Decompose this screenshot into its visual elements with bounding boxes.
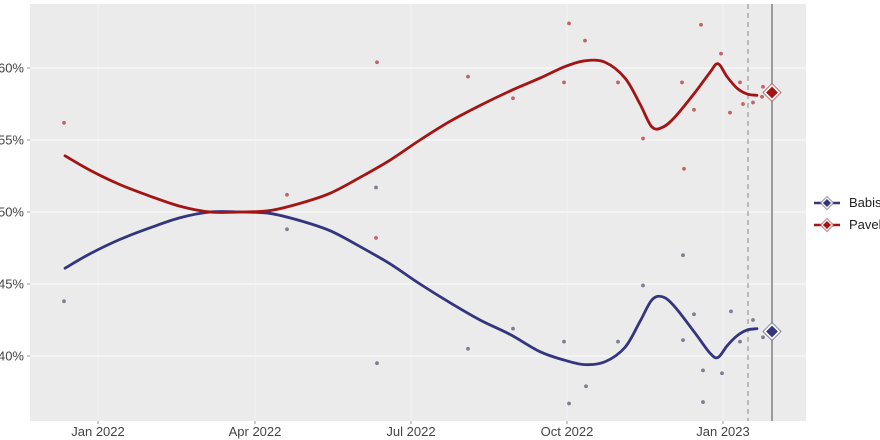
pavel-scatter-point [738,80,742,85]
pavel-scatter-point [760,94,764,99]
pavel-trend-line [63,58,759,214]
pavel-scatter-point [616,80,620,85]
pavel-scatter-point [285,192,289,197]
babis-scatter-point [692,312,696,317]
pavel-scatter-point [692,107,696,112]
pavel-scatter-point [374,236,378,240]
babis-scatter-point [761,335,765,340]
y-tick-label: 45% [0,277,24,292]
y-tick-label: 55% [0,133,24,148]
babis-scatter-point [567,401,571,406]
babis-scatter-point [375,361,379,366]
pavel-scatter-point [719,51,723,56]
x-tick-label: Jan 2023 [696,424,750,439]
babis-scatter-point [616,339,620,344]
pavel-scatter-point [641,136,645,141]
y-tick-label: 50% [0,205,24,220]
babis-scatter-point [285,227,289,232]
y-tick-label: 40% [0,349,24,364]
pavel-scatter-point [728,110,732,115]
babis-scatter-point [701,400,705,404]
legend-label-babis: Babis [849,195,880,210]
pavel-scatter-point [682,166,686,171]
babis-scatter-point [562,339,566,344]
babis-scatter-point [374,185,378,190]
pavel-result-diamond-icon [766,86,778,99]
babis-scatter-point [751,318,755,322]
pavel-scatter-point [62,120,66,125]
legend-key-babis-diamond-icon [814,195,840,211]
babis-scatter-point [681,253,685,258]
babis-scatter-point [511,326,515,331]
x-tick-label: Apr 2022 [229,424,282,439]
pavel-scatter-point [375,60,379,65]
pavel-scatter-point [583,38,587,43]
x-tick-label: Jan 2022 [71,424,125,439]
pavel-scatter-point [680,80,684,85]
pavel-scatter-point [562,80,566,85]
babis-scatter-point [466,346,470,351]
x-tick-label: Oct 2022 [541,424,594,439]
x-tick-label: Jul 2022 [386,424,435,439]
pavel-scatter-point [699,22,703,27]
legend: Babis Pavel [812,195,880,233]
legend-key-pavel-diamond-icon [814,217,840,233]
babis-scatter-point [681,338,685,343]
babis-result-diamond-icon [766,325,778,338]
legend-item-pavel: Pavel [812,217,880,233]
babis-scatter-point [720,371,724,376]
babis-scatter-point [701,368,705,373]
babis-scatter-point [738,339,742,344]
y-tick-label: 60% [0,61,24,76]
babis-scatter-point [62,299,66,304]
legend-item-babis: Babis [812,195,880,211]
pavel-scatter-point [751,100,755,105]
pavel-scatter-point [567,21,571,26]
pavel-scatter-point [741,102,745,106]
legend-label-pavel: Pavel [849,217,880,232]
pavel-scatter-point [761,84,765,89]
babis-scatter-point [584,384,588,389]
pavel-scatter-point [466,74,470,79]
babis-scatter-point [641,283,645,288]
pavel-scatter-point [511,96,515,101]
babis-scatter-point [729,309,733,314]
